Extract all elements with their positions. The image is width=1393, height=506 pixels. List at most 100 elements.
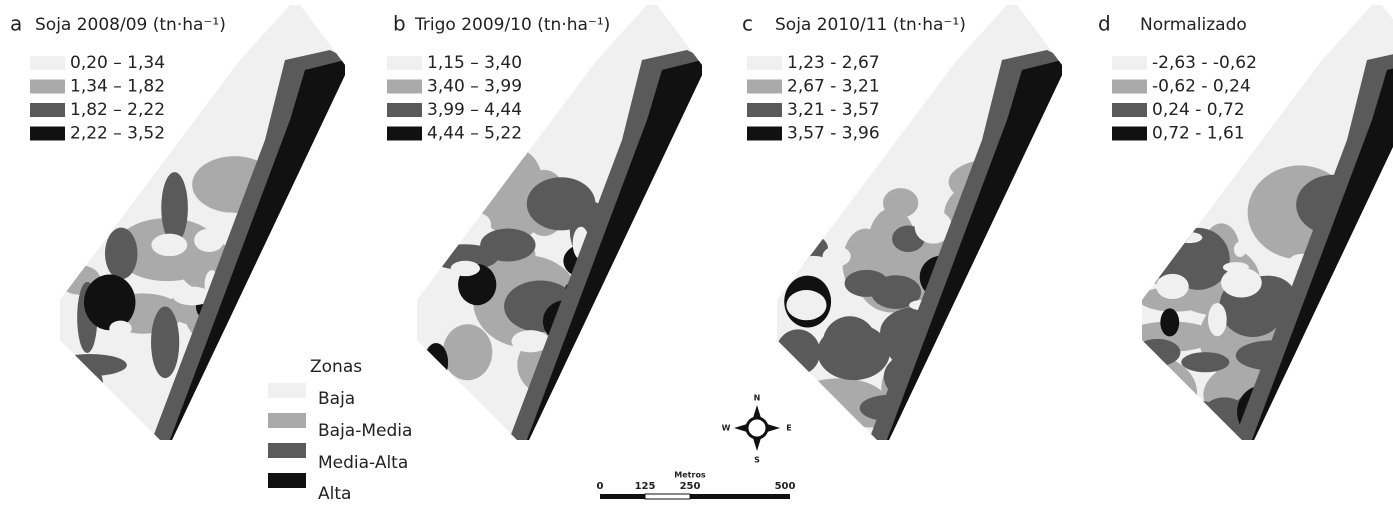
compass-arrow	[734, 424, 747, 432]
compass: N S E W	[722, 394, 792, 465]
zone-patch	[1221, 268, 1262, 298]
zone-patch	[620, 355, 651, 382]
legend-label: 0,24 - 0,72	[1152, 100, 1245, 120]
zone-patch	[239, 366, 278, 447]
zone-patch	[84, 274, 135, 330]
zone-patch	[817, 324, 889, 380]
map-panel: b Trigo 2009/10 (tn·ha⁻¹) 1,15 – 3,40 3,40 …	[357, 0, 717, 477]
zone-patch	[451, 261, 480, 276]
panel-title: Trigo 2009/10 (tn·ha⁻¹)	[414, 15, 610, 35]
zone-patch	[1176, 232, 1203, 243]
legend-swatch	[30, 56, 65, 70]
zone-patch	[765, 220, 811, 246]
zone-patch	[225, 385, 260, 428]
zone-patch	[419, 187, 456, 212]
zone-patch	[582, 396, 615, 430]
zone-patch	[599, 362, 657, 422]
zone-patch	[786, 290, 826, 320]
legend-label: -2,63 - -0,62	[1152, 53, 1257, 73]
zone-patch	[1304, 349, 1393, 374]
zone-patch	[604, 368, 644, 426]
zone-patch	[960, 311, 1030, 396]
panel-title: Soja 2010/11 (tn·ha⁻¹)	[775, 15, 966, 35]
zone-patch	[1149, 369, 1178, 413]
zone-patch	[440, 214, 455, 239]
scale-label: 500	[775, 481, 796, 492]
panel-letter: a	[10, 12, 22, 36]
legend-label: 0,20 – 1,34	[70, 53, 165, 73]
legend-label: 1,15 – 3,40	[427, 53, 522, 73]
legend-swatch	[30, 103, 65, 117]
zone-patch	[546, 409, 591, 442]
zone-label: Baja	[318, 389, 355, 409]
zone-patch	[480, 229, 535, 262]
zone-patch	[797, 256, 831, 276]
zone-label: Media-Alta	[318, 453, 408, 473]
zone-patch	[1160, 308, 1179, 336]
figure: aSoja 2008/09 (tn·ha⁻¹)0,20 – 1,341,34 –…	[0, 0, 1393, 506]
zone-patch	[252, 256, 339, 298]
legend-label: 3,57 - 3,96	[787, 124, 880, 144]
legend-label: 0,72 - 1,61	[1152, 124, 1245, 144]
panel-letter: b	[393, 12, 406, 36]
zone-patch	[950, 314, 982, 329]
zone-patch	[220, 355, 249, 369]
zone-patch	[53, 354, 127, 376]
legend-label: 4,44 – 5,22	[427, 124, 522, 144]
scale-segment	[645, 494, 690, 499]
compass-arrow	[753, 438, 761, 451]
zone-patch	[782, 383, 818, 420]
zone-patch	[1094, 354, 1197, 432]
zone-patch	[624, 245, 708, 323]
zone-patch	[1283, 389, 1314, 425]
swatch	[268, 413, 306, 428]
zone-patch	[920, 368, 958, 402]
legend-swatch	[387, 56, 422, 70]
compass-s: S	[754, 456, 760, 465]
scale-label: 250	[680, 481, 701, 492]
scale-label: 125	[635, 481, 656, 492]
zone-patch	[196, 386, 217, 456]
legend-label: -0,62 - 0,24	[1152, 77, 1251, 97]
zone-patch	[76, 403, 130, 461]
page: {"panels": [ {"letter": "a", "title": "S…	[0, 0, 1393, 506]
legend-swatch	[30, 127, 65, 141]
zone-patch	[194, 229, 224, 252]
zone-patch	[793, 143, 823, 226]
legend-swatch	[387, 103, 422, 117]
legend-swatch	[30, 80, 65, 94]
zone-patch	[776, 329, 820, 375]
scale-label: 0	[597, 481, 604, 492]
legend-swatch	[747, 56, 782, 70]
zone-patch	[946, 309, 993, 326]
zone-patch	[1134, 339, 1180, 366]
swatch	[268, 473, 306, 488]
scale-bar: Metros 0 125 250 500	[597, 471, 796, 500]
legend-label: 3,40 – 3,99	[427, 77, 522, 97]
compass-e: E	[786, 424, 791, 433]
legend-swatch	[1112, 103, 1147, 117]
zone-patch	[434, 156, 486, 225]
zone-patch	[109, 321, 131, 337]
zone-patch	[955, 289, 1007, 306]
legend-swatch	[747, 127, 782, 141]
legend-label: 2,67 - 3,21	[787, 77, 880, 97]
zone-patch	[443, 324, 492, 380]
legend-swatch	[387, 80, 422, 94]
zone-patch	[561, 400, 591, 432]
legend-swatch	[1112, 56, 1147, 70]
zone-patch	[260, 239, 318, 267]
panel-letter: c	[742, 12, 753, 36]
zone-patch	[105, 228, 138, 280]
panel-title: Normalizado	[1140, 15, 1247, 35]
zone-patch	[970, 358, 1017, 421]
zone-patch	[571, 381, 674, 453]
legend-swatch	[387, 127, 422, 141]
zone-patch	[550, 362, 648, 455]
zone-patch	[1234, 242, 1246, 257]
scale-title: Metros	[674, 471, 706, 480]
swatch	[268, 383, 306, 398]
legend-swatch	[1112, 127, 1147, 141]
zone-patch	[937, 344, 1028, 436]
zones-legend: Zonas Baja Baja-Media Media-Alta Alta	[268, 357, 412, 504]
